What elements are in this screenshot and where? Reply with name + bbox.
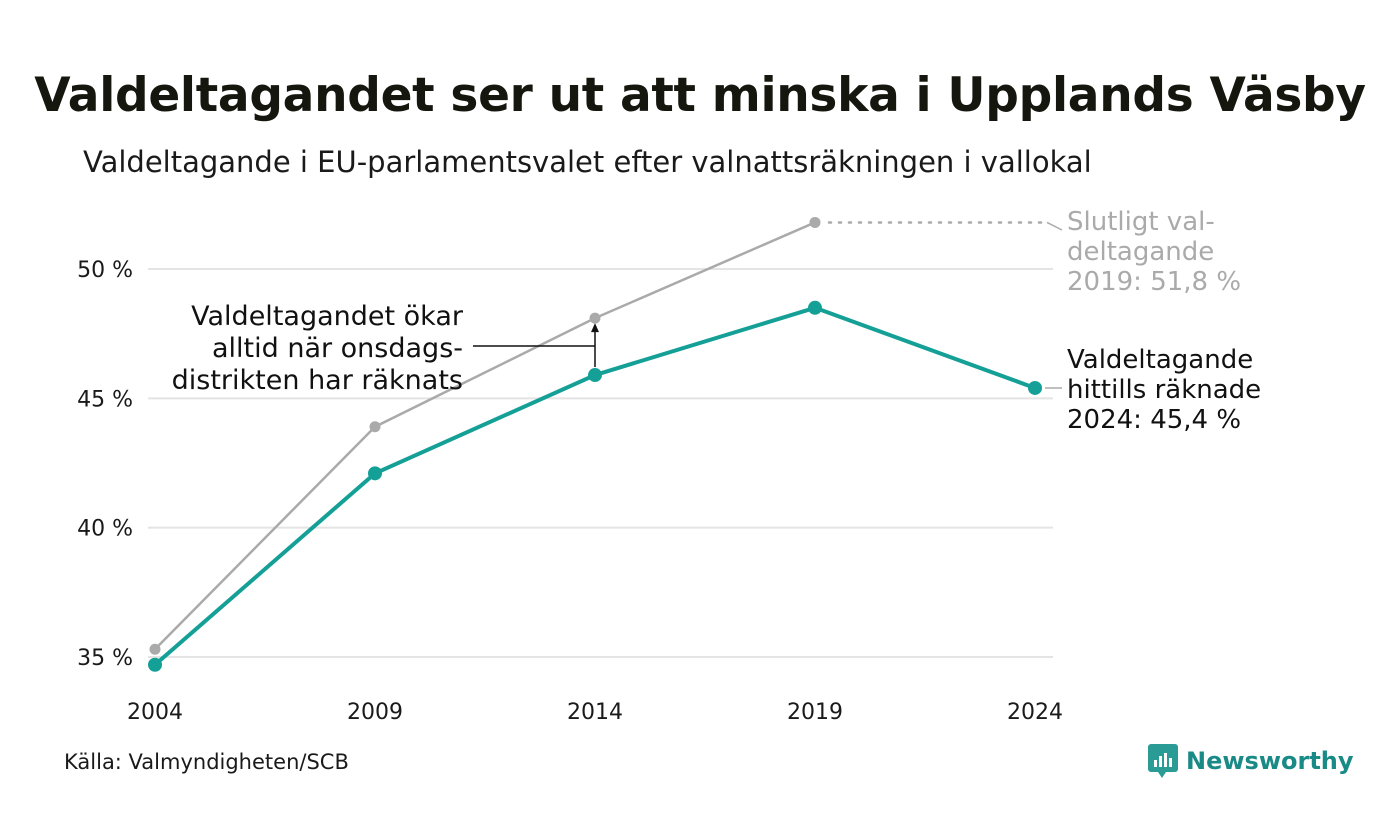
- final-data-point: [149, 643, 161, 655]
- y-tick-label: 35 %: [77, 646, 133, 671]
- final-data-point: [809, 216, 821, 228]
- final-label-leader-tick: [1046, 221, 1063, 231]
- y-tick-label: 50 %: [77, 258, 133, 283]
- x-tick-label: 2004: [127, 700, 183, 725]
- newsworthy-logo: Newsworthy: [1148, 744, 1354, 778]
- final-label-line: 2019: 51,8 %: [1067, 267, 1241, 297]
- x-tick-label: 2014: [567, 700, 623, 725]
- counted-data-point: [1028, 380, 1042, 395]
- newsworthy-logo-text: Newsworthy: [1186, 747, 1354, 775]
- counted-data-point: [808, 300, 822, 315]
- counted-data-point: [368, 466, 382, 481]
- final-data-point: [369, 421, 381, 433]
- note-arrowhead: [591, 323, 599, 333]
- x-tick-label: 2019: [787, 700, 843, 725]
- counted-data-point: [148, 657, 162, 672]
- chart-title: Valdeltagandet ser ut att minska i Uppla…: [34, 68, 1366, 123]
- final-data-point: [589, 312, 601, 324]
- note-line: distrikten har räknats: [172, 365, 463, 396]
- x-tick-label: 2024: [1007, 700, 1063, 725]
- counted-label-line: 2024: 45,4 %: [1067, 405, 1241, 435]
- final-label-line: deltagande: [1067, 237, 1214, 267]
- y-tick-label: 40 %: [77, 517, 133, 542]
- source-note: Källa: Valmyndigheten/SCB: [64, 750, 349, 774]
- chart-subtitle: Valdeltagande i EU-parlamentsvalet efter…: [83, 145, 1092, 179]
- y-tick-label: 45 %: [77, 387, 133, 412]
- final-series-line: [154, 221, 816, 651]
- note-line: Valdeltagandet ökar: [191, 301, 464, 332]
- x-tick-label: 2009: [347, 700, 403, 725]
- counted-data-point: [588, 368, 602, 383]
- newsworthy-logo-icon: [1148, 744, 1178, 778]
- counted-label-line: hittills räknade: [1067, 375, 1261, 405]
- note-line: alltid när onsdags-: [212, 333, 463, 364]
- line-chart: 35 % 40 % 45 % 50 % 2004 2009 2014 2019 2024 Slut…: [77, 207, 1261, 725]
- counted-label-line: Valdeltagande: [1067, 345, 1253, 375]
- final-label-line: Slutligt val-: [1067, 207, 1215, 237]
